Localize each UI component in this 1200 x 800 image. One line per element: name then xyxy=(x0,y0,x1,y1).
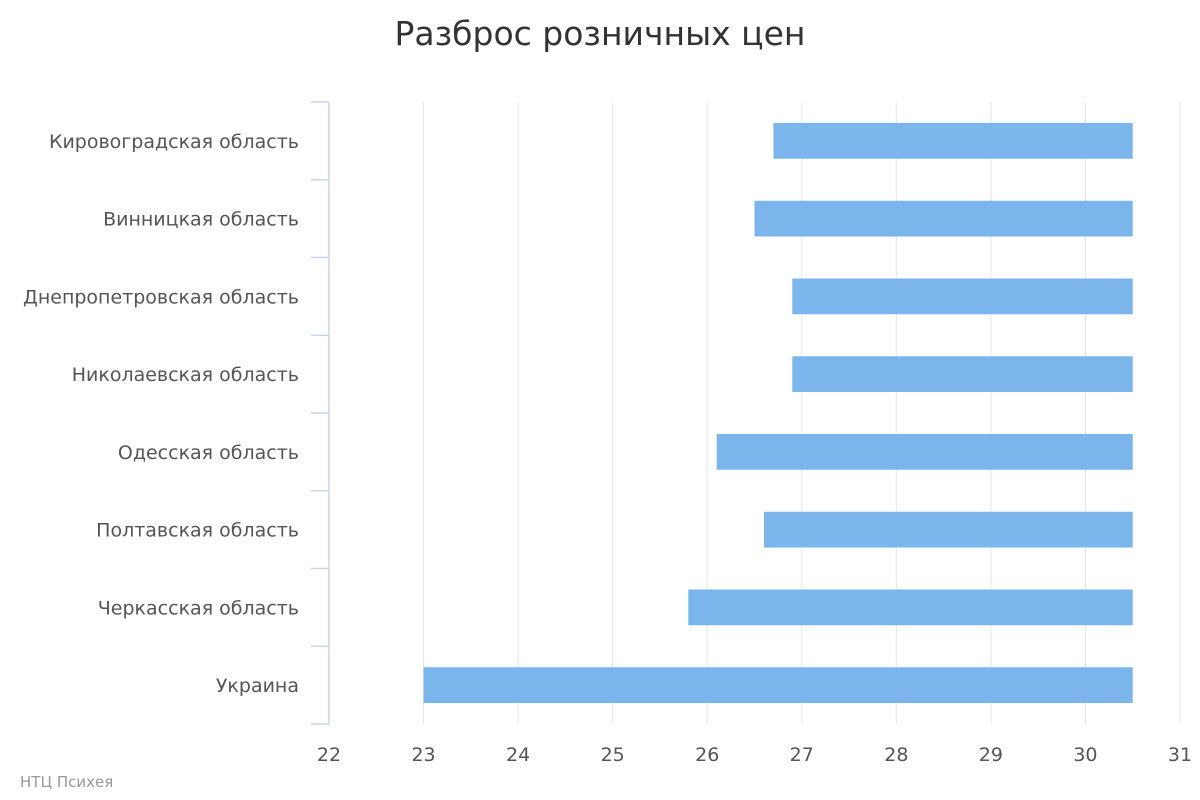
category-labels: Кировоградская область Винницкая область Д… xyxy=(23,131,299,697)
chart-title: Разброс розничных цен xyxy=(394,14,806,53)
bar xyxy=(792,356,1133,393)
category-axis xyxy=(311,101,330,725)
value-axis-labels: 22 23 24 25 26 27 28 29 30 31 xyxy=(317,744,1192,766)
x-tick-label: 28 xyxy=(884,744,908,766)
x-tick-label: 30 xyxy=(1073,744,1097,766)
credits-text: НТЦ Психея xyxy=(20,773,114,791)
x-tick-label: 23 xyxy=(411,744,435,766)
category-label: Николаевская область xyxy=(72,364,299,386)
category-label: Винницкая область xyxy=(103,209,299,231)
bar xyxy=(773,122,1133,159)
x-tick-label: 26 xyxy=(695,744,719,766)
x-tick-label: 22 xyxy=(317,744,341,766)
category-label: Черкасская область xyxy=(98,597,299,619)
category-label: Днепропетровская область xyxy=(23,286,299,308)
bar xyxy=(763,511,1133,548)
category-label: Кировоградская область xyxy=(49,131,299,153)
bars xyxy=(423,122,1133,704)
x-tick-label: 29 xyxy=(979,744,1003,766)
x-tick-label: 31 xyxy=(1168,744,1192,766)
x-tick-label: 27 xyxy=(790,744,814,766)
category-label: Украина xyxy=(216,675,299,697)
gridlines xyxy=(423,102,1181,724)
bar xyxy=(688,589,1133,626)
bar xyxy=(792,278,1133,315)
category-label: Полтавская область xyxy=(96,520,299,542)
x-tick-label: 24 xyxy=(506,744,530,766)
category-label: Одесская область xyxy=(118,442,299,464)
x-tick-label: 25 xyxy=(601,744,625,766)
bar xyxy=(716,433,1133,470)
bar xyxy=(423,667,1133,704)
bar xyxy=(754,200,1133,237)
